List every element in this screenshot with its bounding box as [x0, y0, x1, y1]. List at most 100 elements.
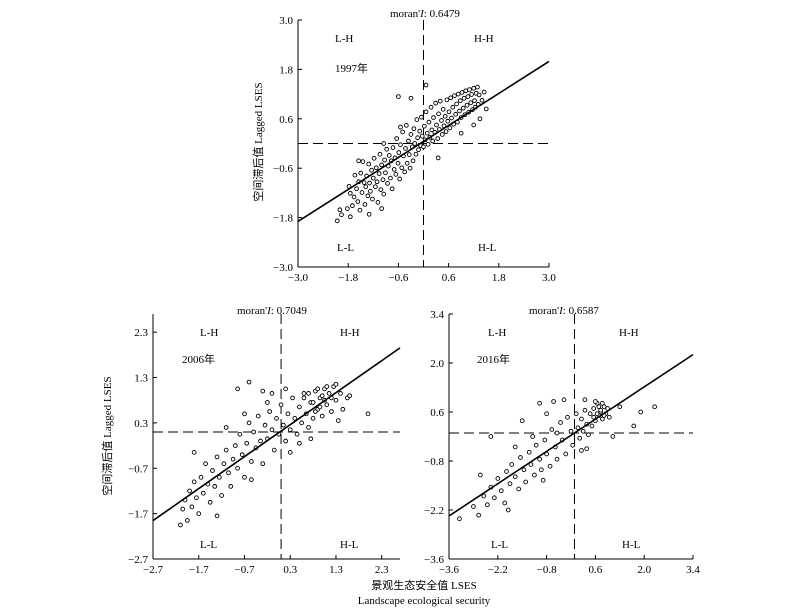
data-point — [439, 118, 444, 123]
data-point — [561, 397, 567, 403]
data-point — [471, 122, 477, 128]
data-point — [390, 145, 396, 150]
data-point — [411, 126, 417, 132]
data-point — [226, 470, 231, 476]
quadrant-label-hh: H-H — [340, 327, 360, 339]
data-point — [388, 175, 393, 181]
data-point — [505, 507, 511, 513]
data-point — [412, 141, 418, 146]
data-point — [521, 467, 527, 473]
data-point — [563, 451, 569, 457]
data-point — [396, 150, 402, 155]
data-point — [251, 429, 256, 435]
data-point — [447, 125, 453, 131]
data-point — [413, 151, 419, 157]
data-point — [313, 409, 318, 414]
data-point — [308, 436, 314, 442]
data-point — [586, 432, 591, 438]
data-point — [283, 438, 288, 444]
data-point — [351, 194, 357, 200]
data-point — [375, 200, 381, 205]
data-point — [271, 447, 277, 453]
data-point — [367, 180, 372, 186]
data-point — [509, 462, 515, 467]
data-point — [435, 155, 441, 161]
data-point — [458, 130, 464, 136]
data-point — [340, 406, 346, 412]
data-point — [381, 191, 387, 197]
data-point — [479, 97, 485, 103]
data-point — [378, 187, 384, 192]
data-point — [326, 391, 332, 396]
data-point — [577, 435, 583, 441]
data-point — [598, 407, 603, 413]
y-tick-label: 2.3 — [134, 327, 148, 339]
data-point — [379, 162, 385, 168]
data-point — [359, 190, 365, 195]
regression-line — [152, 347, 401, 522]
data-point — [382, 157, 387, 163]
data-point — [357, 207, 363, 213]
data-point — [350, 203, 355, 209]
data-point — [404, 160, 410, 166]
data-point — [244, 440, 250, 446]
data-point — [437, 98, 443, 104]
data-point — [440, 106, 446, 112]
data-point — [370, 175, 376, 181]
data-point — [471, 85, 477, 91]
data-point — [429, 127, 435, 133]
data-point — [476, 92, 482, 98]
y-tick-label: −3.6 — [424, 554, 444, 566]
data-point — [355, 199, 361, 204]
data-point — [523, 479, 529, 485]
data-point — [180, 506, 186, 512]
data-point — [198, 474, 204, 480]
data-point — [189, 504, 195, 510]
data-point — [194, 495, 199, 501]
data-point — [402, 169, 408, 175]
data-point — [223, 447, 229, 453]
data-point — [610, 434, 616, 439]
data-point — [228, 484, 234, 489]
data-point — [504, 469, 509, 474]
data-point — [450, 104, 456, 110]
data-point — [366, 161, 372, 167]
data-point — [386, 153, 392, 158]
data-point — [400, 129, 405, 135]
data-point — [579, 416, 584, 422]
data-point — [584, 446, 590, 452]
data-point — [512, 474, 518, 480]
data-point — [319, 413, 325, 419]
x-tick-label: −2.7 — [143, 564, 163, 576]
data-point — [544, 411, 549, 417]
data-point — [371, 155, 377, 161]
data-point — [306, 425, 311, 430]
data-point — [435, 136, 441, 141]
data-point — [478, 472, 483, 478]
scatter-panel-2016: moran'I: 0.6587 L-H H-H 2016年 L-L H-L −3… — [424, 305, 700, 576]
x-tick-label: 2.3 — [375, 564, 389, 576]
data-point — [196, 511, 202, 516]
data-point — [460, 105, 466, 111]
data-point — [235, 465, 240, 471]
data-point — [255, 413, 261, 419]
quadrant-label-ll: L-L — [491, 539, 508, 551]
x-tick-label: 1.8 — [492, 272, 506, 284]
data-point — [393, 172, 399, 177]
data-point — [283, 386, 288, 392]
data-point — [415, 135, 420, 141]
x-tick-label: 2.0 — [637, 564, 651, 576]
y-axis-title: 空间滞后值 Lagged LSES — [251, 82, 265, 201]
data-point — [507, 481, 513, 487]
data-point — [421, 123, 427, 129]
data-point — [281, 422, 286, 428]
x-tick-label: −0.6 — [388, 272, 408, 284]
data-point — [347, 190, 353, 196]
data-point — [465, 94, 471, 99]
data-point — [339, 212, 344, 218]
data-point — [652, 404, 658, 410]
data-point — [333, 397, 339, 403]
data-point — [290, 395, 295, 401]
data-point — [376, 171, 382, 176]
data-point — [368, 188, 373, 194]
